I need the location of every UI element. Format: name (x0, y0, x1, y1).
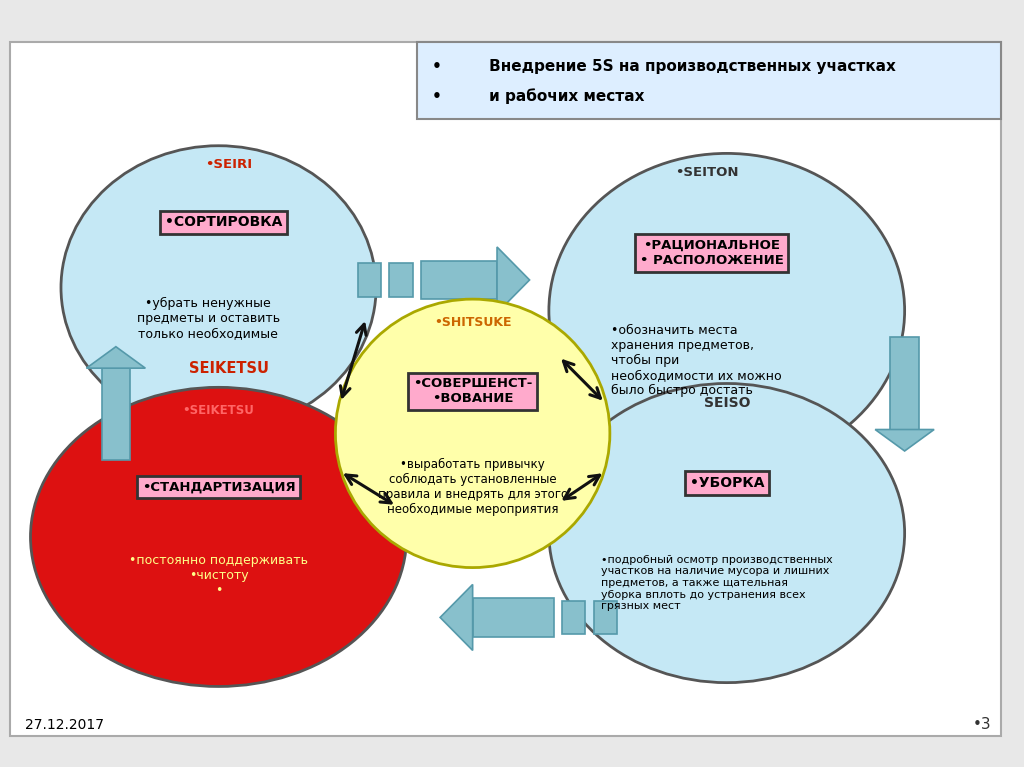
Ellipse shape (31, 387, 407, 686)
Text: •SEIRI: •SEIRI (205, 159, 252, 171)
Polygon shape (101, 368, 130, 460)
Text: •СОВЕРШЕНСТ-
•ВОВАНИЕ: •СОВЕРШЕНСТ- •ВОВАНИЕ (413, 377, 532, 405)
Polygon shape (473, 598, 554, 637)
Text: 27.12.2017: 27.12.2017 (26, 718, 104, 732)
Polygon shape (440, 584, 473, 650)
Text: •убрать ненужные
предметы и оставить
только необходимые: •убрать ненужные предметы и оставить тол… (137, 297, 280, 340)
Ellipse shape (61, 146, 376, 430)
Text: •постоянно поддерживать
•чистоту
•: •постоянно поддерживать •чистоту • (129, 554, 308, 597)
Text: •         Внедрение 5S на производственных участках: • Внедрение 5S на производственных участ… (432, 59, 896, 74)
Ellipse shape (549, 384, 904, 683)
Polygon shape (421, 261, 497, 299)
Text: •РАЦИОНАЛЬНОЕ
• РАСПОЛОЖЕНИЕ: •РАЦИОНАЛЬНОЕ • РАСПОЛОЖЕНИЕ (640, 239, 783, 267)
Polygon shape (891, 337, 919, 430)
Polygon shape (497, 247, 529, 313)
Text: •СТАНДАРТИЗАЦИЯ: •СТАНДАРТИЗАЦИЯ (141, 481, 295, 493)
Polygon shape (389, 263, 413, 297)
Text: •обозначить места
хранения предметов,
чтобы при
необходимости их можно
было быст: •обозначить места хранения предметов, чт… (611, 324, 781, 397)
Text: •SEITON: •SEITON (675, 166, 738, 179)
FancyBboxPatch shape (417, 42, 1001, 119)
Text: •выработать привычку
соблюдать установленные
правила и внедрять для этого
необхо: •выработать привычку соблюдать установле… (378, 458, 567, 516)
Polygon shape (86, 347, 145, 368)
Text: •УБОРКА: •УБОРКА (689, 476, 764, 490)
Text: •         и рабочих местах: • и рабочих местах (432, 88, 644, 104)
FancyBboxPatch shape (10, 42, 1001, 736)
Polygon shape (357, 263, 381, 297)
Text: •3: •3 (973, 717, 991, 732)
Text: SEIKETSU: SEIKETSU (188, 360, 268, 376)
Polygon shape (876, 430, 934, 451)
Polygon shape (594, 601, 617, 634)
Text: •СОРТИРОВКА: •СОРТИРОВКА (165, 216, 283, 229)
Polygon shape (562, 601, 586, 634)
Text: •подробный осмотр производственных
участков на наличие мусора и лишних
предметов: •подробный осмотр производственных участ… (601, 555, 833, 611)
Ellipse shape (336, 299, 610, 568)
Ellipse shape (549, 153, 904, 468)
Text: •SEIKETSU: •SEIKETSU (182, 404, 255, 416)
Text: •SHITSUKE: •SHITSUKE (434, 316, 511, 328)
Text: SEISO: SEISO (703, 396, 750, 410)
